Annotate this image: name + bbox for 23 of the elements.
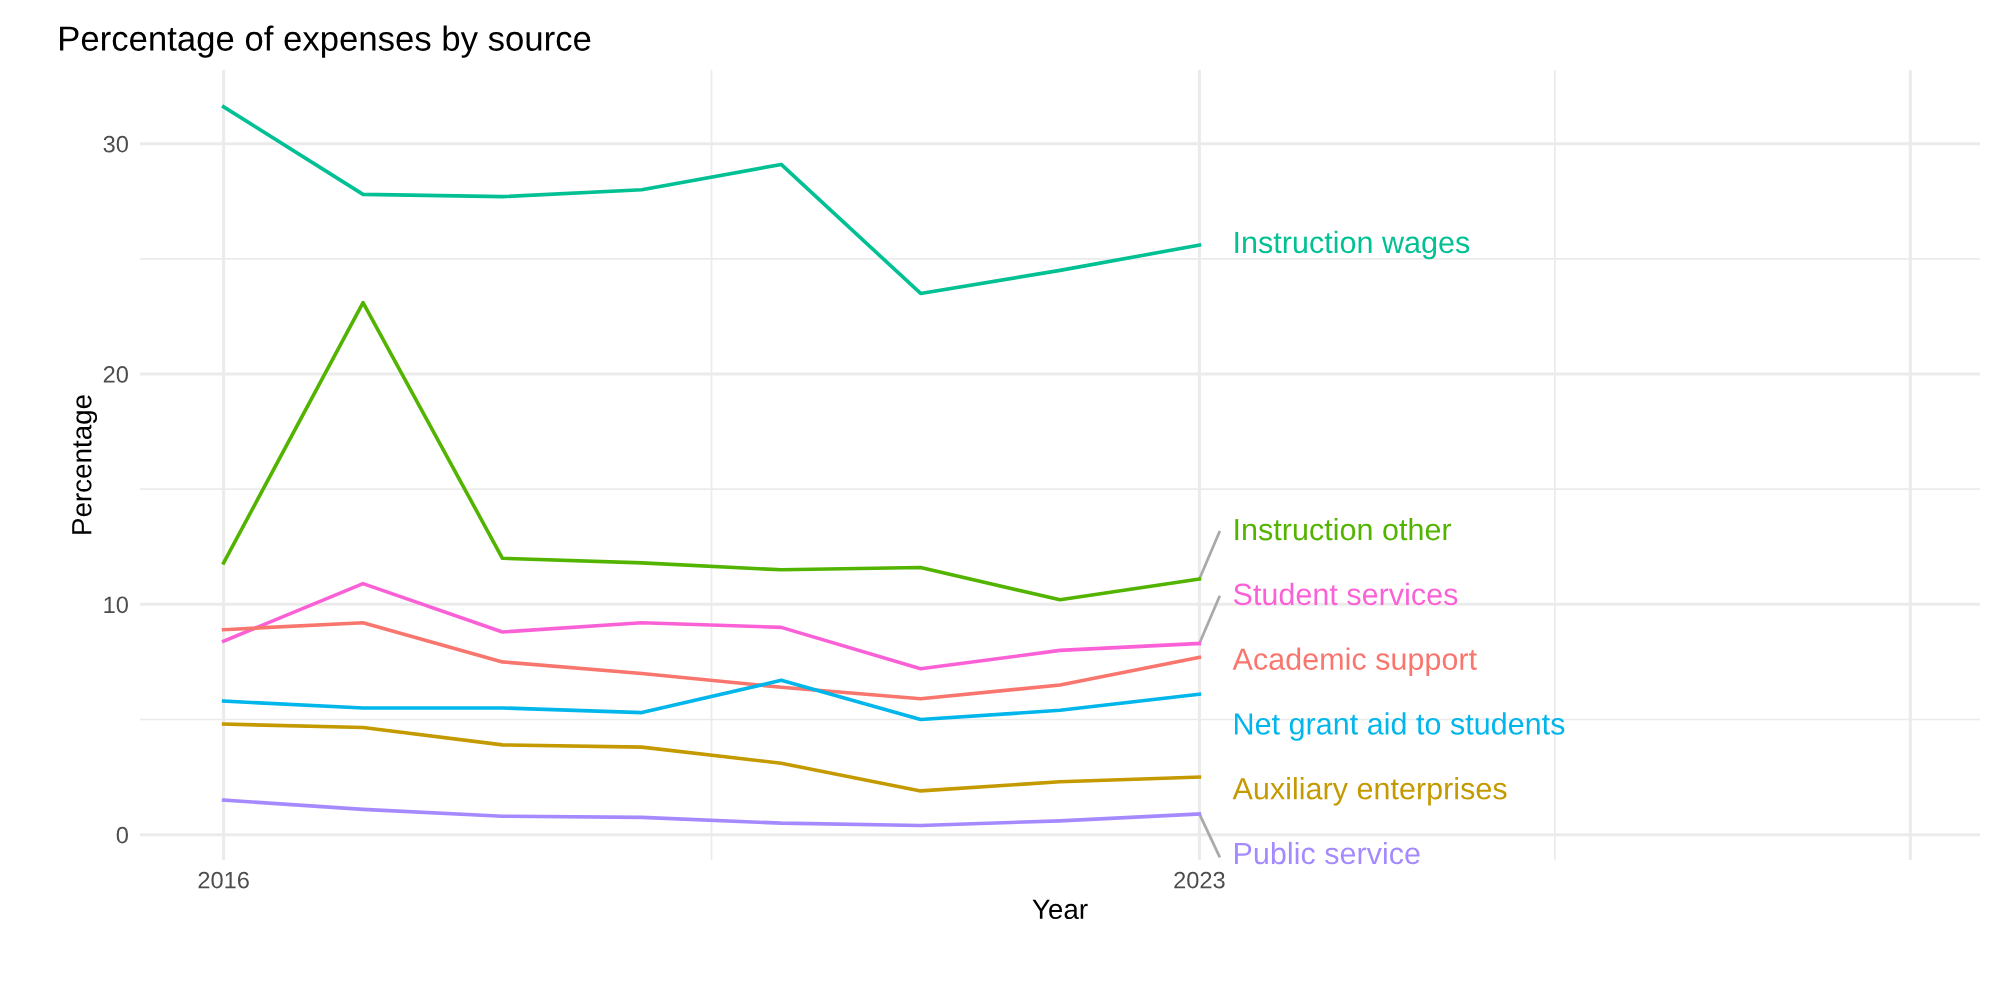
series-label: Auxiliary enterprises xyxy=(1232,777,1507,806)
y-tick-label: 0 xyxy=(116,826,128,844)
chart-title: Percentage of expenses by source xyxy=(60,25,591,58)
y-tick-label: 10 xyxy=(104,596,128,614)
series-label: Public service xyxy=(1235,841,1420,865)
series-label: Student services xyxy=(1233,582,1458,606)
line-series xyxy=(221,722,1202,793)
y-tick-label: 30 xyxy=(103,135,128,153)
line-series xyxy=(221,678,1202,722)
line-series xyxy=(221,300,1202,602)
series-label: Net grant aid to students xyxy=(1235,712,1565,741)
x-axis-title: Year xyxy=(1032,899,1088,920)
line-series xyxy=(221,798,1202,828)
series-label: Academic support xyxy=(1232,647,1477,677)
line-series xyxy=(221,620,1202,701)
line-series xyxy=(221,105,1202,296)
y-axis-title: Percentage xyxy=(72,395,98,534)
series-label: Instruction other xyxy=(1235,517,1452,541)
x-tick-label: 2023 xyxy=(1174,871,1225,889)
x-tick-label: 2016 xyxy=(198,871,249,889)
y-tick-label: 20 xyxy=(103,366,128,383)
line-series xyxy=(221,581,1202,671)
series-label: Instruction wages xyxy=(1235,230,1470,260)
